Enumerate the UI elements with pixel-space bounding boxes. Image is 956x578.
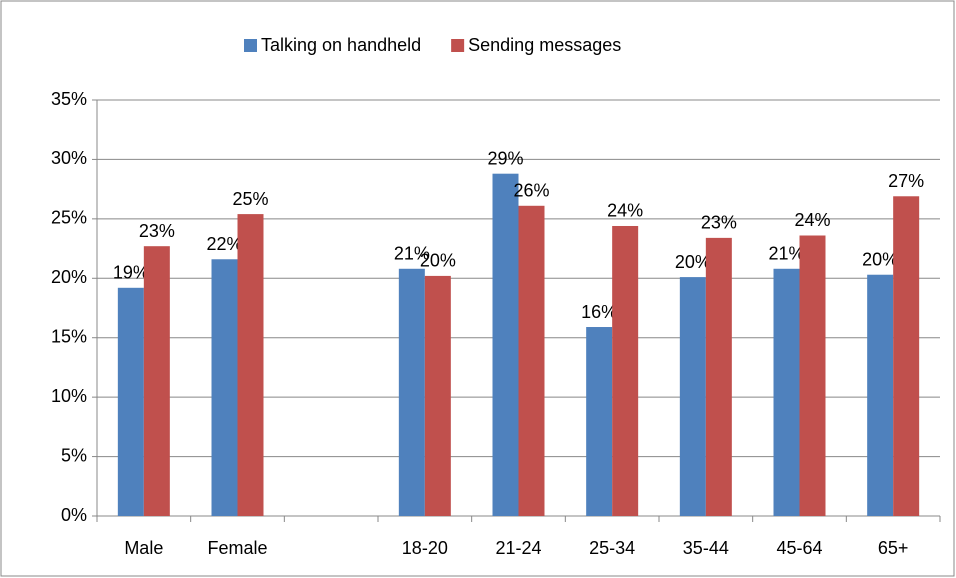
y-tick-label: 35% (51, 89, 87, 109)
x-tick-label: 21-24 (495, 538, 541, 558)
y-tick-label: 25% (51, 208, 87, 228)
y-tick-label: 15% (51, 326, 87, 346)
data-label: 26% (513, 181, 549, 201)
data-label: 29% (487, 148, 523, 168)
data-label: 22% (206, 234, 242, 254)
data-label: 21% (394, 244, 430, 264)
x-tick-label: 65+ (878, 538, 909, 558)
bar (705, 237, 732, 517)
y-tick-label: 20% (51, 267, 87, 287)
data-label: 25% (232, 189, 268, 209)
data-label: 27% (888, 171, 924, 191)
data-label: 16% (581, 302, 617, 322)
data-label: 20% (862, 249, 898, 269)
x-tick-label: 45-64 (776, 538, 822, 558)
bar (492, 173, 519, 517)
bar (518, 205, 545, 517)
bar (679, 277, 706, 516)
x-tick-label: Female (207, 538, 267, 558)
x-tick-label: Male (124, 538, 163, 558)
legend-label: Sending messages (468, 35, 621, 55)
data-label: 23% (701, 213, 737, 233)
bar (586, 327, 613, 516)
data-label: 24% (607, 201, 643, 221)
bar (612, 225, 639, 516)
x-tick-label: 35-44 (683, 538, 729, 558)
legend-swatch (451, 39, 465, 52)
data-label: 21% (768, 244, 804, 264)
bar (799, 235, 826, 517)
y-tick-label: 30% (51, 148, 87, 168)
bar (211, 259, 238, 516)
bar (237, 214, 264, 517)
data-label: 23% (139, 221, 175, 241)
y-tick-label: 10% (51, 386, 87, 406)
legend-label: Talking on handheld (261, 35, 421, 55)
bar (893, 196, 920, 516)
bar (398, 268, 425, 516)
bar (143, 246, 170, 517)
x-tick-label: 18-20 (402, 538, 448, 558)
x-tick-label: 25-34 (589, 538, 635, 558)
data-label: 20% (420, 251, 456, 271)
data-label: 19% (113, 263, 149, 283)
y-tick-label: 0% (61, 505, 87, 525)
legend-swatch (244, 39, 257, 52)
y-tick-label: 5% (61, 445, 87, 465)
bar (117, 287, 144, 516)
bar (424, 275, 451, 516)
bar (867, 274, 894, 516)
data-label: 20% (675, 252, 711, 272)
data-label: 24% (794, 210, 830, 230)
bar (773, 268, 800, 516)
